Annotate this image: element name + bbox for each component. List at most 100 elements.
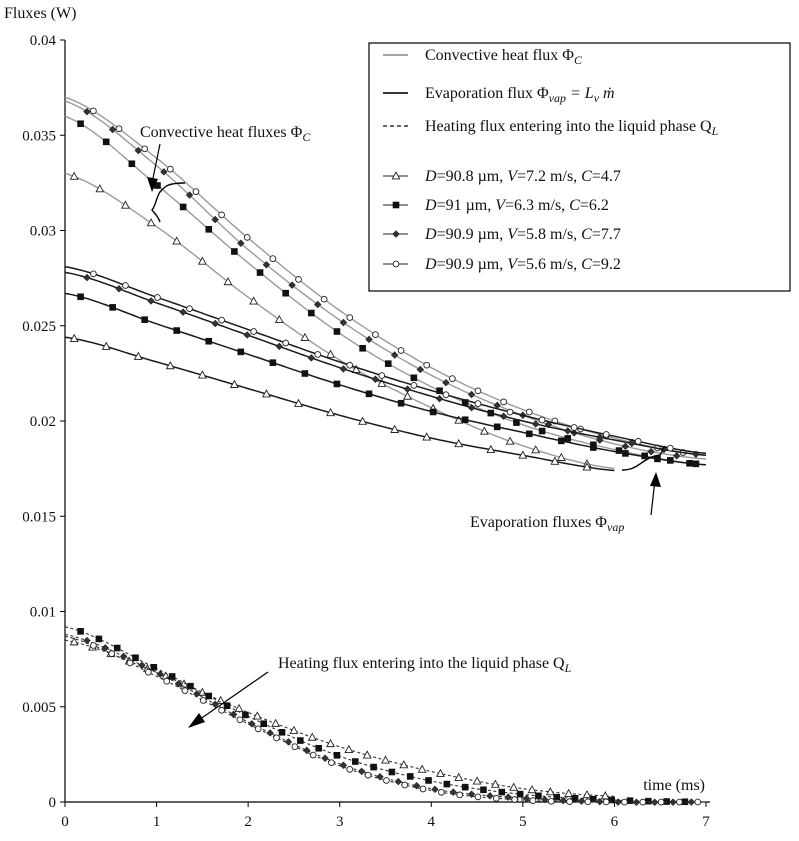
convective-point-triangle	[531, 445, 541, 454]
x-tick-label: 0	[61, 814, 69, 830]
x-tick-label: 7	[702, 814, 710, 830]
convective-point-triangle	[326, 349, 336, 358]
heating-point-triangle	[545, 787, 555, 796]
evaporation-point-square	[365, 390, 373, 398]
legend-marker-square	[392, 201, 400, 209]
convective-point-circle	[346, 314, 354, 321]
y-tick-label: 0.015	[22, 509, 56, 525]
convective-point-diamond	[365, 335, 373, 344]
legend-label-evaporation: Evaporation flux Φ	[425, 85, 549, 102]
y-tick-label: 0.01	[30, 605, 56, 621]
evaporation-point-diamond	[243, 331, 251, 339]
annotation-convective-brace	[151, 182, 186, 223]
evaporation-point-square	[654, 455, 661, 463]
annotation-heating: Heating flux entering into the liquid ph…	[278, 655, 572, 675]
annotation-heating-arrowhead	[188, 713, 205, 728]
heating-point-circle	[328, 759, 335, 767]
convective-point-circle	[320, 295, 328, 303]
convective-point-diamond	[442, 378, 450, 387]
annotation-heating-arrow	[195, 671, 269, 723]
evaporation-point-diamond	[83, 273, 91, 282]
heating-point-diamond	[669, 798, 677, 806]
heating-point-circle	[199, 697, 207, 704]
y-tick-label: 0.005	[22, 700, 56, 716]
convective-point-triangle	[249, 296, 259, 305]
evaporation-point-circle	[506, 408, 514, 416]
convective-point-circle	[500, 398, 507, 406]
heating-point-triangle	[582, 790, 592, 799]
convective-point-square	[384, 360, 392, 367]
legend-V-letter: V	[507, 226, 519, 243]
heating-point-circle	[401, 781, 409, 789]
convective-point-triangle	[454, 415, 464, 424]
heating-point-circle	[566, 798, 573, 806]
evaporation-point-square	[525, 430, 533, 438]
evaporation-point-diamond	[531, 420, 540, 428]
annotation-convective-text: Convective heat fluxes Φ	[140, 124, 303, 141]
legend-C-value: =9.2	[592, 256, 621, 273]
convective-point-diamond	[672, 452, 681, 460]
evaporation-point-circle	[282, 339, 290, 347]
evaporation-point-square	[686, 459, 693, 467]
heating-point-triangle	[527, 785, 537, 794]
heating-point-circle	[254, 725, 262, 733]
heating-point-triangle	[271, 718, 281, 727]
heating-point-circle	[108, 650, 116, 658]
annotation-convective: Convective heat fluxes ΦC	[140, 124, 311, 144]
evaporation-point-circle	[634, 438, 642, 445]
heating-point-square	[553, 793, 561, 801]
evaporation-point-triangle	[261, 389, 271, 398]
evaporation-point-triangle	[165, 361, 175, 370]
heating-point-diamond	[101, 644, 110, 652]
heating-point-diamond	[632, 798, 641, 806]
convective-point-circle	[372, 331, 379, 338]
heating-point-circle	[621, 798, 628, 806]
heating-point-diamond	[541, 795, 549, 804]
annotation-heating-sub: L	[564, 661, 572, 675]
evaporation-point-square	[301, 370, 309, 377]
heating-point-square	[205, 692, 213, 700]
evaporation-point-triangle	[69, 333, 79, 342]
heating-point-triangle	[69, 637, 79, 646]
heating-point-circle	[90, 642, 97, 649]
x-tick-label: 1	[153, 814, 161, 830]
legend-V-value: =5.6 m/s,	[517, 256, 581, 273]
convective-point-triangle	[556, 452, 566, 461]
evaporation-point-square	[141, 316, 148, 323]
heating-point-triangle	[454, 772, 464, 781]
heating-point-diamond	[412, 782, 421, 790]
legend-D-value: =90.9 µm,	[437, 256, 508, 273]
heating-point-circle	[181, 687, 189, 695]
legend-entry-diamond: D=90.9 µm, V=5.8 m/s, C=7.7	[424, 226, 621, 243]
evaporation-point-diamond	[499, 412, 508, 420]
heating-point-circle	[456, 791, 464, 799]
legend-sub-evaporation: vap	[549, 91, 566, 105]
heating-point-triangle	[435, 768, 445, 777]
convective-point-circle	[397, 347, 405, 354]
evaporation-point-triangle	[294, 398, 303, 407]
heating-point-diamond	[614, 798, 622, 806]
evaporation-series-triangle	[64, 333, 615, 472]
heating-point-circle	[419, 785, 427, 793]
convective-point-diamond	[211, 215, 219, 224]
convective-point-diamond	[467, 390, 476, 399]
convective-point-square	[538, 427, 546, 435]
heating-point-diamond	[687, 798, 696, 806]
heating-point-square	[626, 797, 634, 804]
heating-point-circle	[584, 798, 592, 806]
convective-line-triangle	[64, 172, 615, 470]
evaporation-point-circle	[570, 424, 578, 431]
evaporation-point-square	[461, 416, 469, 424]
x-tick-label: 2	[244, 814, 252, 830]
heating-point-square	[351, 758, 359, 765]
convective-point-diamond	[262, 261, 271, 269]
heating-point-square	[425, 777, 432, 784]
convective-point-diamond	[314, 300, 322, 309]
heating-point-square	[278, 728, 286, 736]
x-tick-label: 4	[428, 814, 436, 830]
heating-point-square	[242, 711, 249, 719]
evaporation-point-diamond	[179, 308, 187, 316]
convective-point-circle	[269, 255, 277, 262]
heating-point-circle	[529, 797, 537, 804]
convective-point-circle	[243, 234, 251, 241]
